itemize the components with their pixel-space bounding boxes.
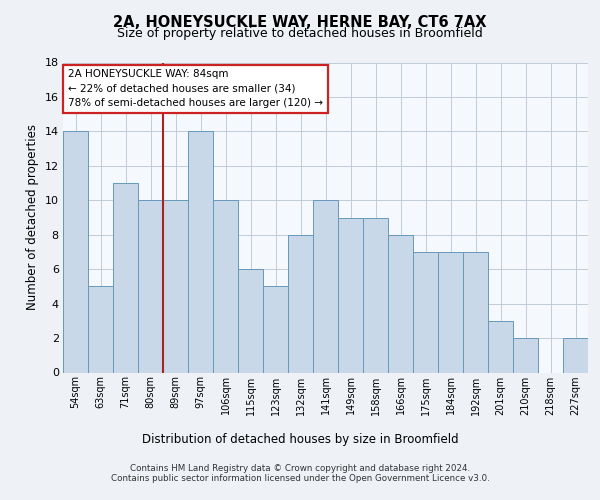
Text: Contains public sector information licensed under the Open Government Licence v3: Contains public sector information licen…	[110, 474, 490, 483]
Bar	[463, 252, 488, 372]
Bar	[388, 234, 413, 372]
Bar	[513, 338, 538, 372]
Bar	[338, 218, 363, 372]
Bar	[163, 200, 188, 372]
Bar	[563, 338, 588, 372]
Text: Distribution of detached houses by size in Broomfield: Distribution of detached houses by size …	[142, 432, 458, 446]
Bar	[488, 321, 513, 372]
Bar	[63, 132, 88, 372]
Text: Size of property relative to detached houses in Broomfield: Size of property relative to detached ho…	[117, 27, 483, 40]
Bar	[88, 286, 113, 372]
Y-axis label: Number of detached properties: Number of detached properties	[26, 124, 39, 310]
Bar	[413, 252, 438, 372]
Bar	[213, 200, 238, 372]
Bar	[313, 200, 338, 372]
Bar	[238, 269, 263, 372]
Bar	[188, 132, 213, 372]
Text: 2A, HONEYSUCKLE WAY, HERNE BAY, CT6 7AX: 2A, HONEYSUCKLE WAY, HERNE BAY, CT6 7AX	[113, 15, 487, 30]
Bar	[438, 252, 463, 372]
Bar	[288, 234, 313, 372]
Text: Contains HM Land Registry data © Crown copyright and database right 2024.: Contains HM Land Registry data © Crown c…	[130, 464, 470, 473]
Bar	[363, 218, 388, 372]
Bar	[138, 200, 163, 372]
Bar	[263, 286, 288, 372]
Text: 2A HONEYSUCKLE WAY: 84sqm
← 22% of detached houses are smaller (34)
78% of semi-: 2A HONEYSUCKLE WAY: 84sqm ← 22% of detac…	[68, 70, 323, 108]
Bar	[113, 183, 138, 372]
